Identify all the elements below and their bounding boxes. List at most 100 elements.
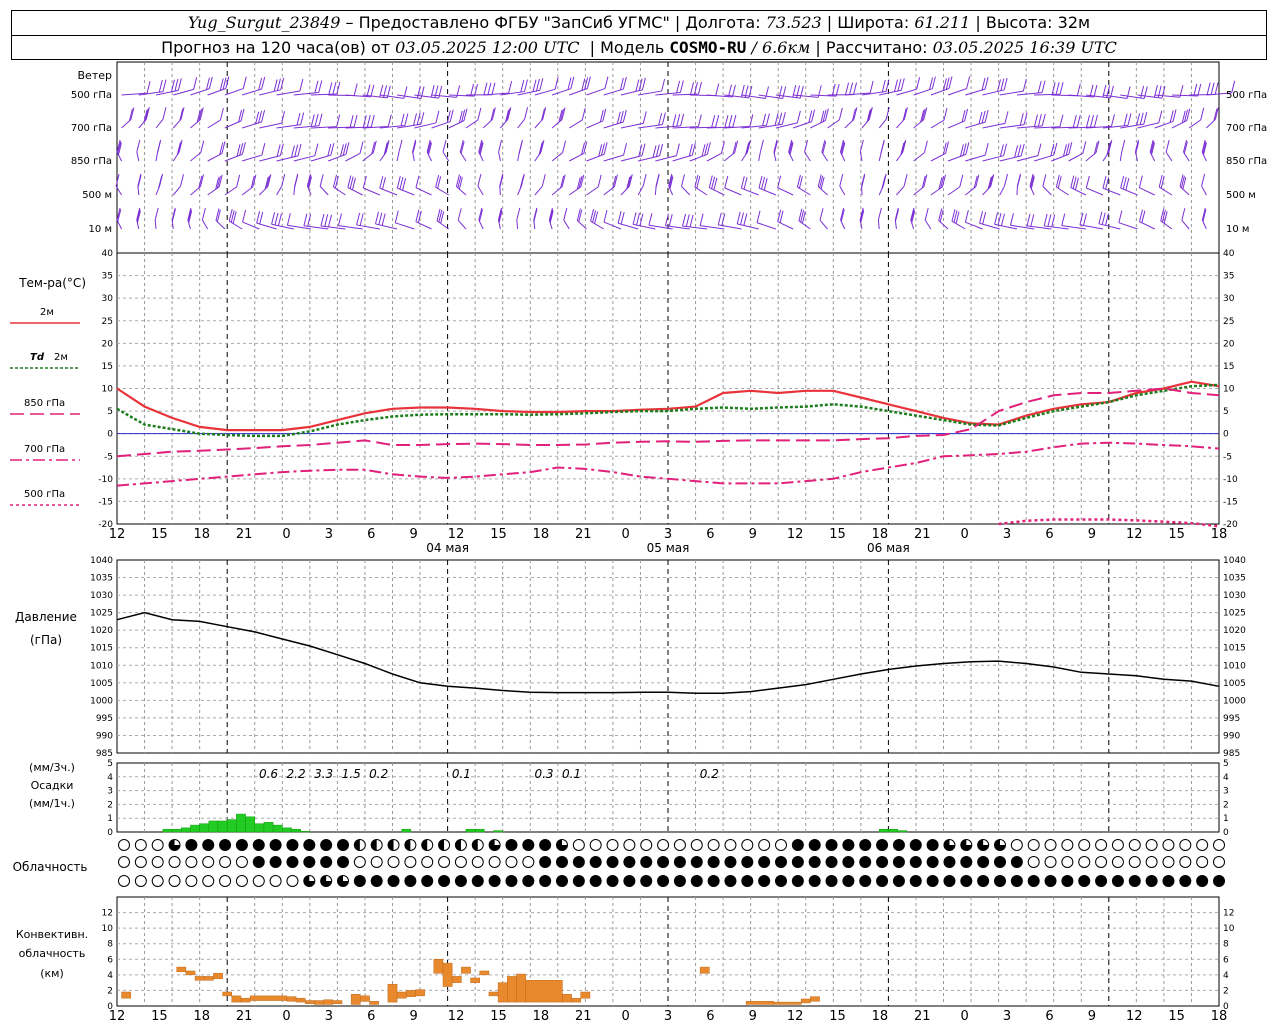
wind-barb-shaft xyxy=(293,155,315,162)
wind-barb-flag xyxy=(520,79,525,93)
wind-barb-shaft xyxy=(913,88,933,96)
wind-barb-flag xyxy=(668,173,673,187)
precip-bar xyxy=(181,827,191,833)
wind-barb-flag xyxy=(964,210,969,223)
precip-3h-label: 0.1 xyxy=(452,767,471,781)
precip-3h-label: 1.5 xyxy=(342,767,361,781)
x-tick-label: 6 xyxy=(1045,1009,1053,1024)
wind-barb-shaft xyxy=(241,121,262,129)
cloud-symbol xyxy=(758,856,771,868)
wind-barb-flag xyxy=(911,210,916,223)
wind-barb-flag xyxy=(600,143,605,156)
wind-barb-flag xyxy=(900,142,905,156)
wind-barb-shaft xyxy=(551,119,563,129)
y-tick-label: 30 xyxy=(1223,294,1235,304)
wind-barb-shaft xyxy=(241,186,254,196)
cloud-symbol xyxy=(825,856,838,868)
wind-barb-shaft xyxy=(982,122,1006,129)
wind-barb-flag xyxy=(300,112,305,125)
wind-barb-shaft xyxy=(477,185,484,196)
wind-barb-flag xyxy=(519,176,524,189)
wind-barb-shaft xyxy=(1102,187,1121,196)
precip-3h-label: 0.6 xyxy=(259,767,278,781)
cloud-symbol xyxy=(1111,875,1124,887)
y-tick-label: 995 xyxy=(1223,714,1240,724)
wind-barb-flag xyxy=(715,83,720,96)
wind-barb-shaft xyxy=(1016,125,1043,129)
wind-barb-shaft xyxy=(1098,223,1121,230)
wind-barb-shaft xyxy=(861,118,870,129)
precip-bar xyxy=(254,823,265,833)
wind-barb-flag xyxy=(731,84,736,98)
x-tick-label: 0 xyxy=(282,1009,290,1024)
panel-labels: 500 гПа 500 гПа 700 гПа 700 гПа 850 гПа 850 г… xyxy=(10,69,1267,980)
wind-barb-flag xyxy=(136,207,141,221)
x-tick-label: 9 xyxy=(1088,1009,1096,1024)
cloud-symbol-three-quarter xyxy=(977,839,989,851)
conv-bar xyxy=(231,995,242,1003)
wind-barb-flag xyxy=(773,141,778,154)
wind-barb-shaft xyxy=(689,126,716,129)
wind-barb-flag xyxy=(704,143,709,156)
wind-barb-flag xyxy=(1037,114,1042,127)
wind-barb-shaft xyxy=(569,119,583,129)
wind-barb-flag xyxy=(1135,141,1140,154)
wind-barb-flag xyxy=(713,177,718,190)
wind-barb-flag xyxy=(679,80,684,93)
wind-barb-flag xyxy=(539,141,544,154)
y-tick-label: 995 xyxy=(96,714,113,724)
wind-barb-flag xyxy=(371,141,376,155)
wind-barb-flag xyxy=(483,82,488,95)
y-tick-label: 5 xyxy=(1223,407,1229,417)
conv-bar xyxy=(194,976,205,981)
wind-barb-flag xyxy=(1061,213,1066,226)
legend-label-t2m: 2м xyxy=(40,307,54,318)
wind-barb-flag xyxy=(1125,178,1130,191)
cloud-symbol xyxy=(539,856,552,868)
wind-barb-shaft xyxy=(431,94,457,98)
conv-bar xyxy=(387,983,398,1003)
conv-bar xyxy=(203,976,214,981)
cloud-symbol xyxy=(185,839,198,851)
precip-bar xyxy=(217,820,228,833)
y-tick-label: 990 xyxy=(96,731,113,741)
wind-barb-flag xyxy=(440,211,445,224)
wind-barb-flag xyxy=(239,143,244,156)
cloud-symbol xyxy=(623,875,636,887)
x-tick-label: 15 xyxy=(490,527,507,542)
x-tick-label: 12 xyxy=(448,1009,465,1024)
wind-barb-flag xyxy=(279,143,284,156)
wind-barb-shaft xyxy=(655,92,681,96)
x-tick-label: 6 xyxy=(706,1009,714,1024)
wind-barb-flag xyxy=(696,176,701,189)
wind-barb-flag xyxy=(242,209,247,223)
cloud-symbol xyxy=(657,875,670,887)
wind-barb-flag xyxy=(988,175,993,188)
wind-barb-shaft xyxy=(310,126,337,129)
cloud-symbol xyxy=(1162,839,1175,851)
pressure-line xyxy=(116,611,1220,695)
wind-barb-flag xyxy=(853,107,858,120)
wind-barb-shaft xyxy=(775,122,798,129)
y-tick-label: 1040 xyxy=(90,556,113,566)
wind-barb-flag xyxy=(728,84,732,97)
cloud-symbol xyxy=(1213,875,1225,887)
wind-barb-shaft xyxy=(259,122,282,129)
conv-bar xyxy=(773,1001,802,1005)
cloud-symbol xyxy=(977,856,990,868)
wind-barb-flag xyxy=(477,173,482,187)
wind-barb-flag xyxy=(578,209,583,222)
wind-barb-shaft xyxy=(498,151,501,162)
wind-barb-flag xyxy=(215,208,220,221)
wind-barb-flag xyxy=(1123,113,1128,126)
cloud-symbol xyxy=(572,856,585,868)
wind-barb-flag xyxy=(457,175,462,188)
wind-barb-flag xyxy=(978,111,983,125)
cloud-symbol xyxy=(404,875,417,887)
wind-barb-flag xyxy=(402,178,407,191)
y-tick-label: 990 xyxy=(1223,731,1240,741)
wind-barb-flag xyxy=(356,212,361,226)
cloud-symbol xyxy=(1128,856,1141,868)
wind-barb-flag xyxy=(1000,78,1005,91)
wind-barb-shaft xyxy=(620,186,630,196)
